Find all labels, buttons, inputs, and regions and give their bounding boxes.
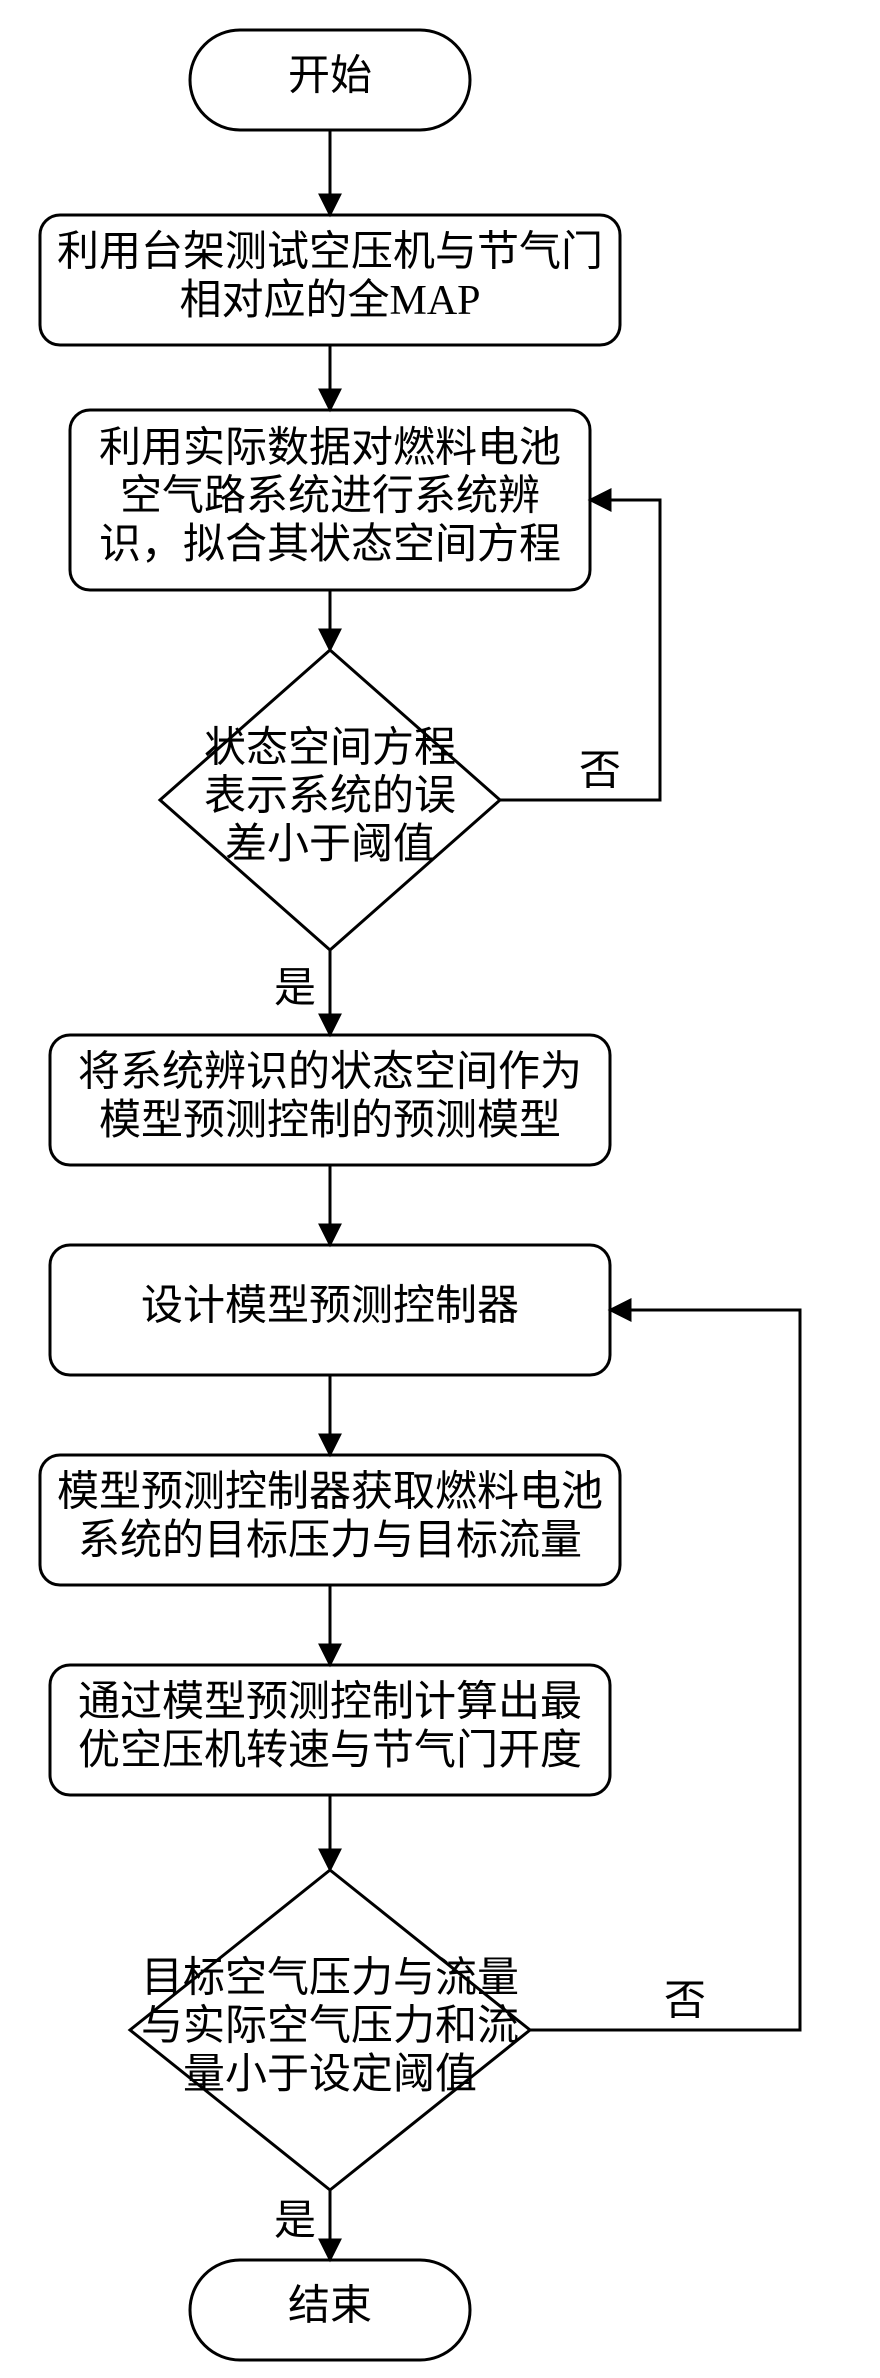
node-text: 通过模型预测控制计算出最	[78, 1679, 582, 1725]
node-text: 与实际空气压力和流	[141, 2003, 519, 2050]
node-text: 差小于阈值	[225, 822, 435, 868]
node-end: 结束	[190, 2260, 470, 2360]
node-text: 设计模型预测控制器	[141, 1284, 519, 1330]
node-text: 状态空间方程	[204, 724, 456, 771]
node-text: 表示系统的误	[204, 774, 456, 820]
node-text: 目标空气压力与流量	[141, 1954, 519, 2001]
node-text: 利用实际数据对燃料电池	[99, 424, 561, 471]
node-text: 利用台架测试空压机与节气门	[57, 228, 603, 275]
node-text: 优空压机转速与节气门开度	[78, 1727, 582, 1774]
node-text: 将系统辨识的状态空间作为	[78, 1048, 582, 1095]
edge-label: 是	[274, 966, 316, 1012]
node-n3: 将系统辨识的状态空间作为模型预测控制的预测模型	[50, 1035, 610, 1165]
node-text: 空气路系统进行系统辨	[120, 473, 540, 520]
node-text: 开始	[288, 54, 372, 100]
node-n6: 通过模型预测控制计算出最优空压机转速与节气门开度	[50, 1665, 610, 1795]
node-start: 开始	[190, 30, 470, 130]
node-text: 系统的目标压力与目标流量	[78, 1518, 582, 1564]
edge-label: 否	[664, 1979, 706, 2025]
node-d2: 目标空气压力与流量与实际空气压力和流量小于设定阈值	[130, 1870, 530, 2190]
node-n1: 利用台架测试空压机与节气门相对应的全MAP	[40, 215, 620, 345]
node-d1: 状态空间方程表示系统的误差小于阈值	[160, 650, 500, 950]
node-text: 结束	[288, 2284, 372, 2330]
node-text: 相对应的全MAP	[179, 277, 480, 324]
node-text: 量小于设定阈值	[183, 2051, 477, 2098]
node-n2: 利用实际数据对燃料电池空气路系统进行系统辨识，拟合其状态空间方程	[70, 410, 590, 590]
node-text: 识，拟合其状态空间方程	[99, 521, 561, 568]
edge-label: 是	[274, 2199, 316, 2245]
node-text: 模型预测控制的预测模型	[99, 1098, 561, 1144]
node-n5: 模型预测控制器获取燃料电池系统的目标压力与目标流量	[40, 1455, 620, 1585]
edge-label: 否	[579, 749, 621, 795]
loopback-edge	[530, 1310, 800, 2030]
node-n4: 设计模型预测控制器	[50, 1245, 610, 1375]
node-text: 模型预测控制器获取燃料电池	[57, 1469, 603, 1515]
flowchart-svg: 开始利用台架测试空压机与节气门相对应的全MAP 利用实际数据对燃料电池空气路系统进…	[0, 0, 880, 2378]
